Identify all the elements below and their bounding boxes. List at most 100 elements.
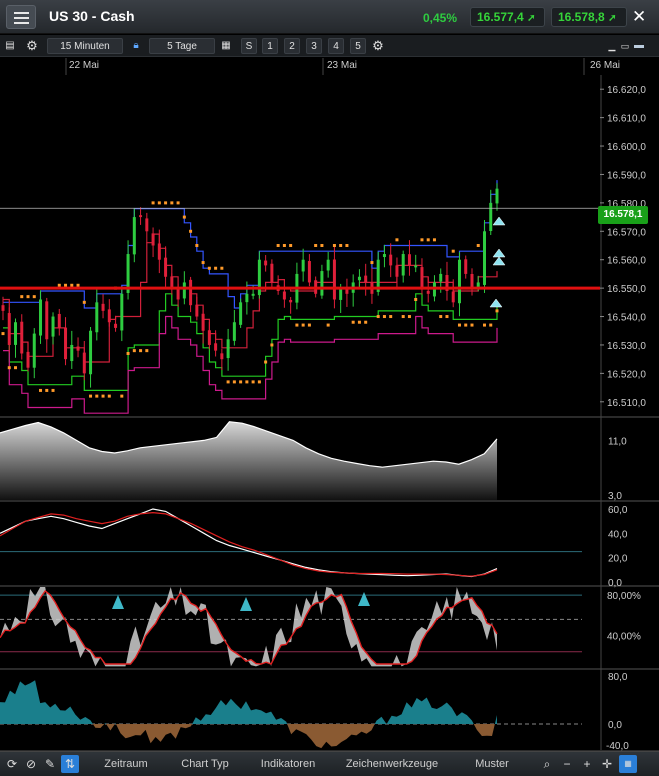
study-button-s[interactable]: S: [241, 38, 257, 54]
sar-dot: [26, 295, 30, 299]
sar-dot: [476, 244, 480, 247]
adx-signal-line: [0, 511, 498, 577]
candle-body: [145, 218, 149, 232]
candle-body: [164, 257, 168, 277]
study-button-3[interactable]: 3: [306, 38, 322, 54]
study-button-1[interactable]: 1: [262, 38, 278, 54]
sar-dot: [276, 244, 280, 247]
interval-select[interactable]: 15 Minuten: [47, 38, 123, 54]
sar-dot: [64, 283, 68, 287]
candle-body: [101, 303, 105, 311]
candle-body: [320, 271, 324, 296]
sar-dot: [89, 394, 93, 398]
study-button-2[interactable]: 2: [284, 38, 300, 54]
sar-dot: [457, 323, 461, 327]
price-tick-label: 16.530,0: [607, 341, 646, 352]
sar-dot: [307, 323, 311, 327]
sort-icon[interactable]: ⇅: [61, 755, 79, 773]
candle-body: [107, 309, 111, 323]
candle-body: [132, 217, 136, 255]
sell-price-button[interactable]: 16.577,4 ➚: [470, 7, 545, 27]
refresh-icon[interactable]: ⟳: [6, 757, 18, 771]
range-select[interactable]: 5 Tage: [149, 38, 215, 54]
tab-indikatoren[interactable]: Indikatoren: [260, 758, 316, 770]
price-tick-label: 16.540,0: [607, 313, 646, 324]
study-button-5[interactable]: 5: [350, 38, 366, 54]
candle-body: [264, 260, 268, 266]
sar-dot: [351, 320, 355, 324]
sar-dot: [345, 244, 349, 247]
pencil-icon[interactable]: ✎: [44, 757, 56, 771]
adx-tick-label: 40,0: [608, 529, 628, 540]
candle-body: [326, 259, 330, 271]
sar-dot: [326, 323, 330, 327]
candle-body: [195, 304, 199, 317]
price-tick-label: 16.560,0: [607, 256, 646, 267]
lock-icon[interactable]: 🔒︎: [133, 40, 139, 51]
tab-chart-typ[interactable]: Chart Typ: [181, 758, 229, 770]
candle-body: [157, 243, 161, 260]
maximize-icon[interactable]: ▬: [634, 40, 644, 51]
candle-body: [407, 254, 411, 266]
price-tick-label: 16.590,0: [607, 170, 646, 181]
gear-icon[interactable]: ⚙: [26, 38, 38, 53]
sar-dot: [232, 380, 236, 384]
sell-price: 16.577,4: [477, 10, 524, 24]
menu-icon[interactable]: [6, 5, 36, 29]
candle-body: [420, 267, 424, 289]
minimize-icon[interactable]: ▁: [608, 41, 616, 51]
zoom-in-icon[interactable]: +: [583, 757, 591, 771]
candle-body: [176, 288, 180, 300]
zoom-out-icon[interactable]: −: [563, 757, 571, 771]
sar-dot: [245, 380, 249, 384]
adx-tick-label: 60,0: [608, 505, 628, 516]
price-tick-label: 16.580,0: [607, 199, 646, 210]
candle-body: [207, 330, 211, 345]
gear-icon[interactable]: ⚙: [372, 38, 384, 53]
sar-dot: [120, 394, 124, 398]
candle-body: [64, 327, 68, 360]
red-channel-line: [3, 233, 498, 363]
sar-dot: [426, 238, 430, 242]
crosshair-icon[interactable]: ✛: [601, 757, 613, 771]
hist-tick-label: -40,0: [606, 741, 629, 752]
candle-body: [489, 202, 493, 231]
candle-body: [76, 346, 80, 351]
no-sign-icon[interactable]: ⊘: [25, 757, 37, 771]
candle-body: [7, 313, 11, 345]
sar-dot: [182, 215, 186, 219]
candle-body: [282, 291, 286, 300]
sar-dot: [170, 201, 174, 205]
candle-body: [451, 291, 455, 303]
candle-body: [95, 302, 99, 333]
price-tick-label: 16.550,0: [607, 284, 646, 295]
close-icon[interactable]: ✕: [632, 7, 647, 26]
sar-dot: [82, 300, 86, 304]
candle-body: [26, 351, 30, 368]
candle-body: [445, 275, 449, 291]
sar-dot: [420, 238, 424, 242]
study-button-4[interactable]: 4: [328, 38, 344, 54]
sar-dot: [164, 201, 168, 205]
candle-body: [332, 259, 336, 300]
candle-body: [301, 259, 305, 272]
signal-marker: [489, 298, 503, 308]
tab-zeichenwerkzeuge[interactable]: Zeichenwerkzeuge: [345, 758, 439, 770]
sar-dot: [220, 266, 224, 270]
tab-muster[interactable]: Muster: [475, 758, 509, 770]
search-icon[interactable]: ⌕: [543, 757, 551, 771]
candle-body: [470, 274, 474, 289]
candle-body: [45, 301, 49, 340]
calculator-icon[interactable]: ▦: [619, 755, 637, 773]
buy-price-button[interactable]: 16.578,8 ➚: [551, 7, 627, 27]
tab-zeitraum[interactable]: Zeitraum: [104, 758, 148, 770]
restore-icon[interactable]: ▭: [620, 41, 630, 51]
list-icon[interactable]: ▤: [5, 40, 15, 51]
sar-dot: [470, 323, 474, 327]
calendar-icon[interactable]: ▦: [221, 40, 231, 51]
sar-dot: [357, 320, 361, 324]
sar-dot: [376, 315, 380, 319]
candle-body: [201, 313, 205, 331]
sar-dot: [1, 332, 5, 336]
